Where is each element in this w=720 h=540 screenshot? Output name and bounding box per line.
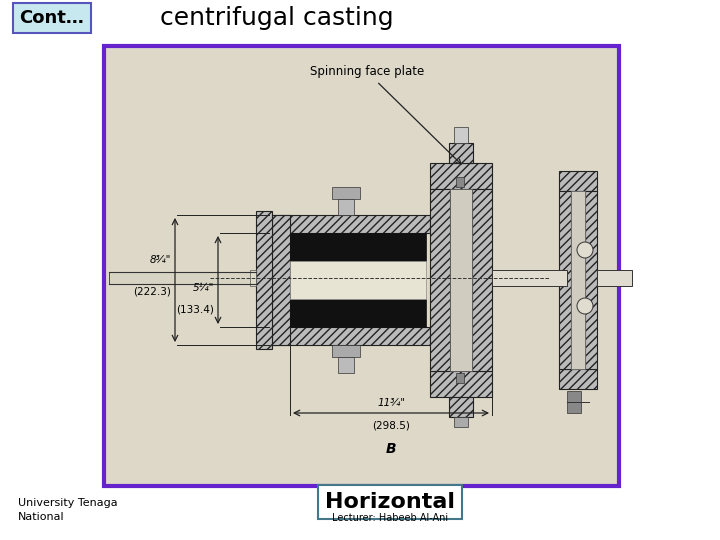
Bar: [332, 345, 361, 357]
Text: 11¾": 11¾": [377, 398, 405, 408]
Bar: [256, 211, 272, 349]
Text: Cont…: Cont…: [19, 9, 84, 27]
Bar: [567, 391, 581, 413]
Bar: [272, 215, 290, 345]
Text: B: B: [386, 442, 396, 456]
Text: University Tenaga
National: University Tenaga National: [18, 498, 117, 522]
Circle shape: [577, 242, 593, 258]
Bar: [430, 371, 492, 397]
Bar: [456, 373, 464, 383]
Bar: [449, 397, 474, 417]
Text: (222.3): (222.3): [133, 287, 171, 297]
Bar: [338, 357, 354, 373]
Text: (133.4): (133.4): [176, 305, 214, 315]
Text: 8¾": 8¾": [150, 255, 171, 265]
Text: (298.5): (298.5): [372, 421, 410, 431]
Bar: [332, 187, 361, 199]
Bar: [272, 215, 430, 233]
Bar: [559, 171, 597, 191]
Bar: [449, 143, 474, 163]
Bar: [492, 270, 567, 286]
Bar: [454, 417, 469, 427]
Bar: [290, 233, 426, 261]
Text: Horizontal: Horizontal: [325, 492, 455, 512]
Circle shape: [577, 298, 593, 314]
Bar: [456, 177, 464, 187]
Bar: [571, 191, 585, 369]
Bar: [559, 369, 597, 389]
Bar: [430, 189, 450, 371]
Text: Lecturer: Habeeb Al-Ani: Lecturer: Habeeb Al-Ani: [332, 513, 448, 523]
Text: 5¼": 5¼": [193, 283, 214, 293]
Bar: [338, 199, 354, 215]
Bar: [597, 270, 632, 286]
Bar: [454, 127, 469, 143]
Text: centrifugal casting: centrifugal casting: [160, 6, 394, 30]
Bar: [585, 191, 597, 369]
Bar: [559, 191, 571, 369]
Bar: [104, 46, 619, 486]
Bar: [109, 272, 256, 284]
Bar: [250, 270, 256, 286]
Bar: [290, 299, 426, 327]
Bar: [450, 189, 472, 371]
Bar: [430, 163, 492, 189]
Text: Spinning face plate: Spinning face plate: [310, 65, 461, 164]
Bar: [272, 327, 430, 345]
Bar: [290, 261, 426, 299]
Bar: [472, 189, 492, 371]
